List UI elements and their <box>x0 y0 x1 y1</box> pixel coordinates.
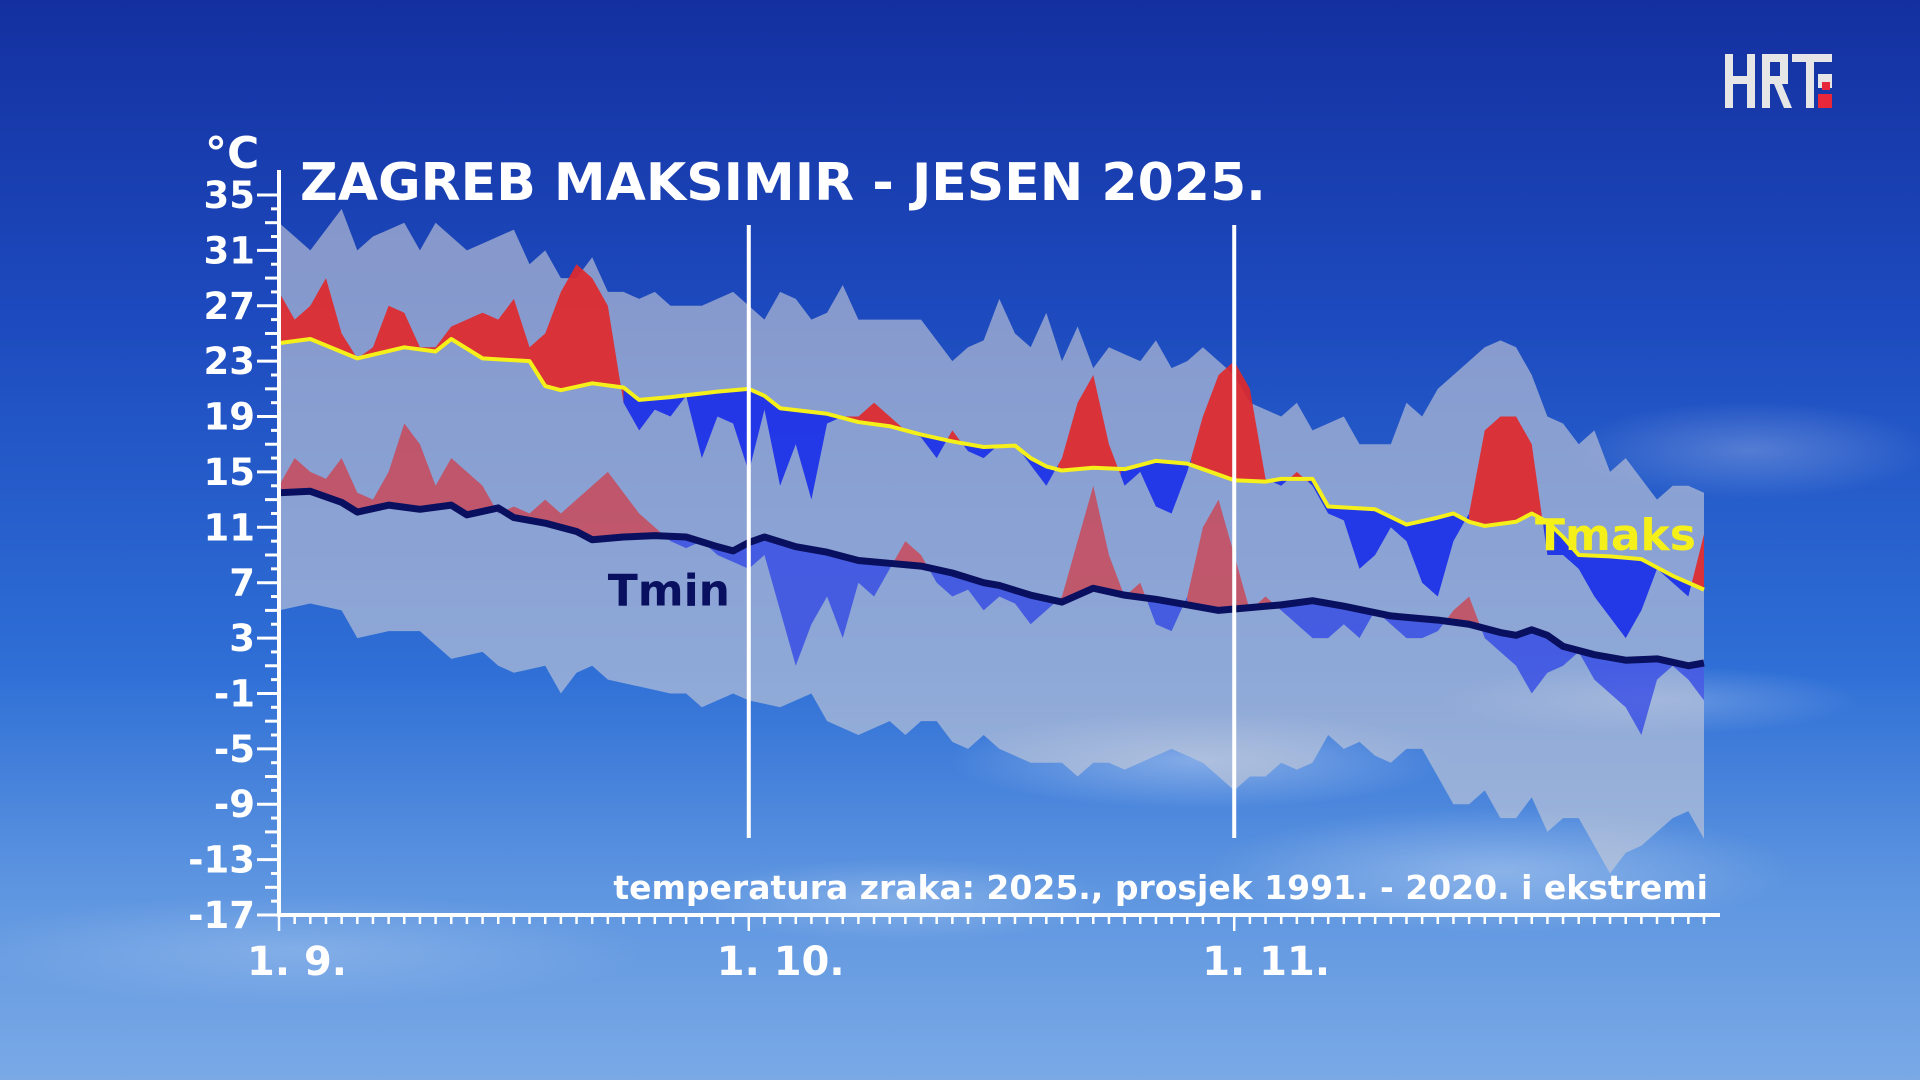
hrt-logo <box>1725 54 1832 108</box>
y-tick-label: -5 <box>214 728 255 771</box>
tmin-above-anomaly-10 <box>1128 582 1149 604</box>
tmin-above-anomaly-8 <box>1058 485 1125 603</box>
tmin-series-label: Tmin <box>608 566 730 617</box>
x-tick-label: 1. 11. <box>1202 939 1330 985</box>
axes-layer: 35 31 27 23 19 15 11 7 3 -1 -5 -9 -13 -171. 9. 1. 10. 1… <box>188 170 1720 985</box>
tmin-below-anomaly-7 <box>928 567 1059 625</box>
tmaks-below-anomaly-15 <box>1543 519 1693 639</box>
chart-title: ZAGREB MAKSIMIR - JESEN 2025. <box>300 153 1266 213</box>
anomaly-layer <box>279 264 1704 735</box>
y-tick-label: -13 <box>188 839 255 882</box>
y-tick-label: 23 <box>204 340 256 383</box>
y-tick-label: 27 <box>204 285 256 328</box>
tmaks-above-anomaly-2 <box>842 402 910 433</box>
month-dividers-layer <box>746 225 1237 838</box>
tmaks-above-anomaly-8 <box>1058 375 1121 476</box>
tmin-below-anomaly-19 <box>1480 627 1704 735</box>
labels-layer: ZAGREB MAKSIMIR - JESEN 2025. temperatur… <box>205 128 1708 907</box>
x-tick-label: 1. 9. <box>247 939 347 985</box>
y-tick-label: 11 <box>204 506 256 549</box>
y-axis-unit-label: °C <box>205 128 259 179</box>
tmaks-above-anomaly-14 <box>1469 416 1544 528</box>
y-tick-label: 15 <box>204 451 256 494</box>
y-tick-label: 19 <box>204 396 256 439</box>
tmin-average-line <box>278 487 1705 670</box>
tmin-below-anomaly-5 <box>705 537 894 666</box>
tmaks-series-label: Tmaks <box>1535 510 1696 561</box>
average-lines-layer <box>278 337 1705 670</box>
y-tick-label: 35 <box>204 174 256 217</box>
tmin-above-anomaly-0 <box>279 423 499 515</box>
y-tick-label: -9 <box>214 783 255 826</box>
tmaks-below-anomaly-9 <box>1120 458 1192 514</box>
y-tick-label: 31 <box>204 229 256 272</box>
extremes-band-layer <box>279 208 1704 874</box>
tmaks-average-line <box>278 337 1705 592</box>
x-tick-label: 1. 10. <box>717 939 845 985</box>
extremes-band <box>279 208 1704 874</box>
tmaks-above-anomaly-16 <box>1692 534 1704 590</box>
tmaks-above-anomaly-0 <box>279 264 624 403</box>
tmaks-below-anomaly-1 <box>623 387 843 500</box>
y-tick-label: -1 <box>214 672 255 715</box>
y-tick-label: -17 <box>188 894 255 937</box>
chart-subtitle: temperatura zraka: 2025., prosjek 1991. … <box>613 868 1708 907</box>
tmaks-below-anomaly-3 <box>909 431 949 459</box>
y-tick-label: 3 <box>229 617 255 660</box>
y-tick-label: 7 <box>229 562 255 605</box>
